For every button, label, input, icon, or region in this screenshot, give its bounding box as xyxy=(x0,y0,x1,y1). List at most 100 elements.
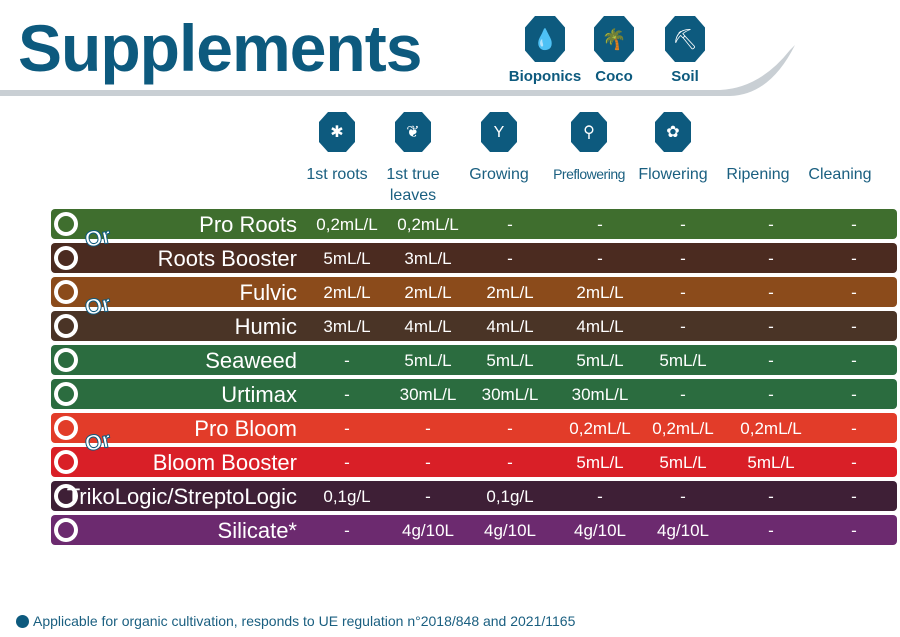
or-label: Or xyxy=(82,222,113,253)
substrate-label: Coco xyxy=(595,68,633,85)
dose-cell: 30mL/L xyxy=(399,385,457,404)
dose-cell: 0,2mL/L xyxy=(397,215,459,234)
dose-cell: 5mL/L xyxy=(659,453,707,472)
stage-label: Ripening xyxy=(726,166,790,183)
bud-icon: ⚲ xyxy=(571,112,607,152)
dose-cell: 3mL/L xyxy=(404,249,452,268)
stage-2: Y Growing xyxy=(454,112,544,185)
stage-label: 1st true leaves xyxy=(386,166,440,204)
dose-cell: 0,1g/L xyxy=(486,487,534,506)
organic-icon xyxy=(16,614,29,628)
product-row: Seaweed - 5mL/L 5mL/L 5mL/L 5mL/L - - xyxy=(51,345,897,375)
product-name: Bloom Booster xyxy=(152,450,297,475)
organic-badge-icon xyxy=(54,416,78,440)
dose-cell: - xyxy=(768,317,774,336)
product-row: Pro Bloom - - - 0,2mL/L 0,2mL/L 0,2mL/L - xyxy=(51,413,897,443)
dose-cell: - xyxy=(768,249,774,268)
product-row: Silicate* - 4g/10L 4g/10L 4g/10L 4g/10L - - xyxy=(51,515,897,545)
footer-text: Applicable for organic cultivation, resp… xyxy=(33,613,576,629)
footer-note: Applicable for organic cultivation, resp… xyxy=(16,613,575,629)
dose-cell: - xyxy=(851,249,857,268)
organic-badge-icon xyxy=(54,518,78,542)
shovel-icon: ⛏ xyxy=(665,16,705,62)
page-title: Supplements xyxy=(18,11,422,85)
or-label: Or xyxy=(82,290,113,321)
palm-tree-icon: 🌴 xyxy=(594,16,634,62)
product-name: TrikoLogic/StreptoLogic xyxy=(66,484,297,509)
dose-cell: - xyxy=(597,249,603,268)
substrate-soil: ⛏ Soil xyxy=(665,16,705,85)
product-name: Urtimax xyxy=(221,382,297,407)
stage-label: Preflowering xyxy=(553,166,625,182)
or-label: Or xyxy=(82,426,113,457)
dose-cell: 0,2mL/L xyxy=(652,419,714,438)
dose-cell: - xyxy=(344,521,350,540)
dose-cell: 4g/10L xyxy=(402,521,454,540)
dose-cell: - xyxy=(425,419,431,438)
dose-cell: 30mL/L xyxy=(481,385,539,404)
dose-cell: 2mL/L xyxy=(404,283,452,302)
product-name: Pro Bloom xyxy=(194,416,297,441)
dose-cell: - xyxy=(851,215,857,234)
substrate-label: Bioponics xyxy=(508,68,582,85)
dose-cell: 30mL/L xyxy=(571,385,629,404)
stage-6: Cleaning xyxy=(795,112,885,185)
organic-badge-icon xyxy=(54,348,78,372)
dose-cell: - xyxy=(680,487,686,506)
product-name: Seaweed xyxy=(205,348,297,373)
dose-cell: - xyxy=(344,453,350,472)
stage-0: ✱ 1st roots xyxy=(292,112,382,185)
dose-cell: 2mL/L xyxy=(486,283,534,302)
header-swoosh xyxy=(0,45,795,96)
organic-badge-icon xyxy=(54,280,78,304)
dose-cell: 5mL/L xyxy=(659,351,707,370)
dose-cell: - xyxy=(597,215,603,234)
dose-cell: - xyxy=(680,215,686,234)
organic-badge-icon xyxy=(54,450,78,474)
leaf-icon: ❦ xyxy=(395,112,431,152)
flower-icon: ✿ xyxy=(655,112,691,152)
substrate-bioponics: 💧 Bioponics xyxy=(503,16,587,85)
dose-cell: 5mL/L xyxy=(404,351,452,370)
stage-label: Flowering xyxy=(638,166,708,183)
stage-3: ⚲ Preflowering xyxy=(544,112,634,185)
dose-cell: 5mL/L xyxy=(576,453,624,472)
roots-icon: ✱ xyxy=(319,112,355,152)
dose-cell: - xyxy=(851,487,857,506)
dose-cell: - xyxy=(851,317,857,336)
dose-cell: - xyxy=(680,317,686,336)
dose-cell: - xyxy=(851,453,857,472)
dose-cell: - xyxy=(680,283,686,302)
dose-cell: - xyxy=(425,453,431,472)
dose-cell: 4g/10L xyxy=(657,521,709,540)
dose-cell: - xyxy=(851,385,857,404)
product-row: Bloom Booster - - - 5mL/L 5mL/L 5mL/L - xyxy=(51,447,897,477)
substrate-label: Soil xyxy=(671,68,699,85)
dose-cell: 4mL/L xyxy=(404,317,452,336)
product-row: Urtimax - 30mL/L 30mL/L 30mL/L - - - xyxy=(51,379,897,409)
organic-badge-icon xyxy=(54,212,78,236)
dose-cell: 0,2mL/L xyxy=(569,419,631,438)
organic-badge-icon xyxy=(54,484,78,508)
stage-label: 1st roots xyxy=(306,166,368,183)
dose-cell: - xyxy=(768,385,774,404)
product-row: TrikoLogic/StreptoLogic 0,1g/L - 0,1g/L - - - - xyxy=(51,481,897,511)
product-name: Humic xyxy=(234,314,297,339)
dose-cell: - xyxy=(680,249,686,268)
hands-drop-icon: 💧 xyxy=(525,16,565,62)
dose-cell: - xyxy=(768,487,774,506)
stage-label: Cleaning xyxy=(808,166,872,183)
stage-5: Ripening xyxy=(713,112,803,185)
dose-cell: - xyxy=(851,283,857,302)
dose-cell: - xyxy=(507,249,513,268)
product-name: Pro Roots xyxy=(199,212,297,237)
dose-cell: - xyxy=(768,351,774,370)
dose-cell: - xyxy=(851,521,857,540)
dose-cell: 0,2mL/L xyxy=(316,215,378,234)
dose-cell: - xyxy=(507,453,513,472)
dose-cell: - xyxy=(768,215,774,234)
dose-cell: - xyxy=(768,521,774,540)
dose-cell: - xyxy=(851,419,857,438)
dose-cell: 0,2mL/L xyxy=(740,419,802,438)
product-name: Roots Booster xyxy=(157,246,297,271)
